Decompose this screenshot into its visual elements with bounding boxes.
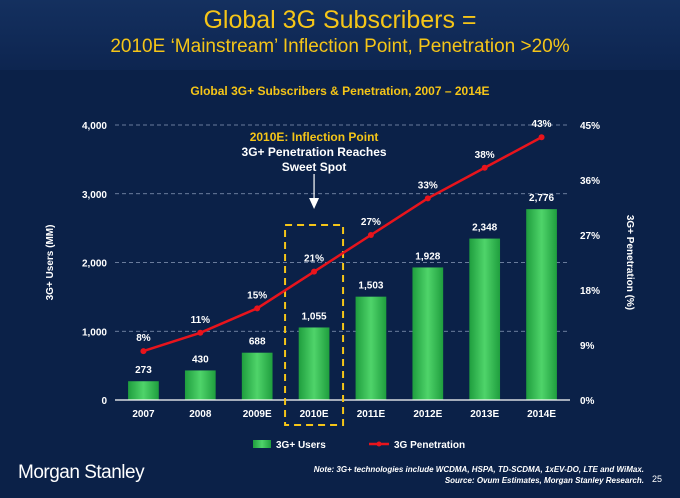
x-tick-label: 2010E: [300, 409, 329, 420]
slide-subtitle: 2010E ‘Mainstream’ Inflection Point, Pen…: [110, 36, 570, 57]
legend: 3G+ Users 3G Penetration: [253, 440, 465, 451]
footnote: Note: 3G+ technologies include WCDMA, HS…: [300, 464, 644, 486]
annotation-line-3: Sweet Spot: [282, 160, 347, 174]
penetration-point: [424, 195, 431, 202]
y2-tick-label: 18%: [580, 286, 600, 297]
bar-2013E: [469, 238, 501, 400]
bar-value-label: 2,348: [472, 223, 497, 234]
x-tick-label: 2011E: [357, 409, 386, 420]
y2-tick-label: 9%: [580, 341, 595, 352]
page-number: 25: [652, 474, 663, 484]
legend-line-marker: [376, 441, 382, 447]
bar-2012E: [412, 267, 444, 400]
bar-2014E: [526, 209, 557, 400]
bar-value-label: 1,503: [358, 281, 383, 292]
penetration-point: [367, 232, 374, 238]
highlight-group: [284, 224, 345, 426]
penetration-point: [311, 268, 318, 275]
x-tick-label: 2009E: [243, 409, 272, 420]
y2-tick-label: 0%: [580, 396, 595, 407]
penetration-label: 8%: [136, 333, 151, 344]
highlight-box: [284, 224, 345, 426]
header-band: Global 3G Subscribers = 2010E ‘Mainstrea…: [0, 0, 680, 70]
legend-bar-swatch: [253, 440, 271, 448]
annotation-arrow-head: [309, 198, 320, 209]
y-tick-label: 3,000: [82, 190, 107, 201]
y-tick-label: 4,000: [82, 121, 107, 132]
y2-axis-title: 3G+ Penetration (%): [624, 215, 635, 310]
x-tick-label: 2008: [189, 409, 212, 420]
brand-logo: Morgan Stanley: [18, 462, 145, 483]
y-axis-title: 3G+ Users (MM): [45, 225, 56, 301]
penetration-label: 15%: [247, 290, 267, 301]
bar-value-label: 688: [249, 337, 266, 348]
labels-group: 273 430 688 1,055 1,503 1,928 2,348 2,776 8% 11% 1…: [135, 119, 554, 376]
bar-2010E: [298, 327, 330, 400]
y2-tick-label: 27%: [580, 231, 600, 242]
slide-title: Global 3G Subscribers =: [203, 6, 477, 34]
penetration-label: 21%: [304, 254, 324, 265]
x-tick-label: 2007: [132, 409, 155, 420]
penetration-label: 33%: [418, 180, 438, 191]
y2-tick-label: 36%: [580, 176, 600, 187]
footnote-line-2: Source: Ovum Estimates, Morgan Stanley R…: [444, 476, 644, 485]
penetration-point: [481, 164, 488, 171]
legend-bar-label: 3G+ Users: [276, 440, 326, 451]
bar-2008: [184, 370, 216, 400]
bar-2007: [128, 381, 159, 400]
bars-group: [128, 209, 557, 400]
penetration-line: [143, 136, 543, 353]
penetration-point: [197, 329, 204, 336]
y-tick-label: 0: [101, 396, 107, 407]
annotation-line-2: 3G+ Penetration Reaches: [242, 145, 387, 159]
x-tick-label: 2013E: [470, 409, 499, 420]
penetration-line-group: [140, 134, 545, 355]
y2-tick-label: 45%: [580, 121, 600, 132]
x-tick-label: 2012E: [413, 409, 442, 420]
x-tick-label: 2014E: [527, 409, 556, 420]
subscribers-chart: Global 3G+ Subscribers & Penetration, 20…: [45, 84, 635, 451]
bar-value-label: 1,928: [415, 251, 440, 262]
legend-line-label: 3G Penetration: [394, 440, 465, 451]
penetration-label: 11%: [191, 315, 211, 326]
y-tick-label: 1,000: [82, 327, 107, 338]
bar-2011E: [355, 296, 387, 400]
bar-value-label: 2,776: [529, 193, 554, 204]
chart-title: Global 3G+ Subscribers & Penetration, 20…: [190, 84, 489, 98]
bar-2009E: [241, 352, 273, 400]
bar-value-label: 430: [192, 354, 209, 365]
penetration-label: 27%: [361, 217, 381, 228]
penetration-point: [140, 348, 147, 355]
bar-value-label: 1,055: [302, 311, 327, 322]
footnote-line-1: Note: 3G+ technologies include WCDMA, HS…: [313, 465, 644, 474]
y-tick-label: 2,000: [82, 259, 107, 270]
penetration-point: [254, 305, 261, 312]
penetration-label: 43%: [532, 119, 552, 130]
penetration-label: 38%: [475, 150, 495, 161]
penetration-point: [538, 134, 545, 141]
bar-value-label: 273: [135, 365, 152, 376]
annotation-line-1: 2010E: Inflection Point: [250, 130, 379, 144]
